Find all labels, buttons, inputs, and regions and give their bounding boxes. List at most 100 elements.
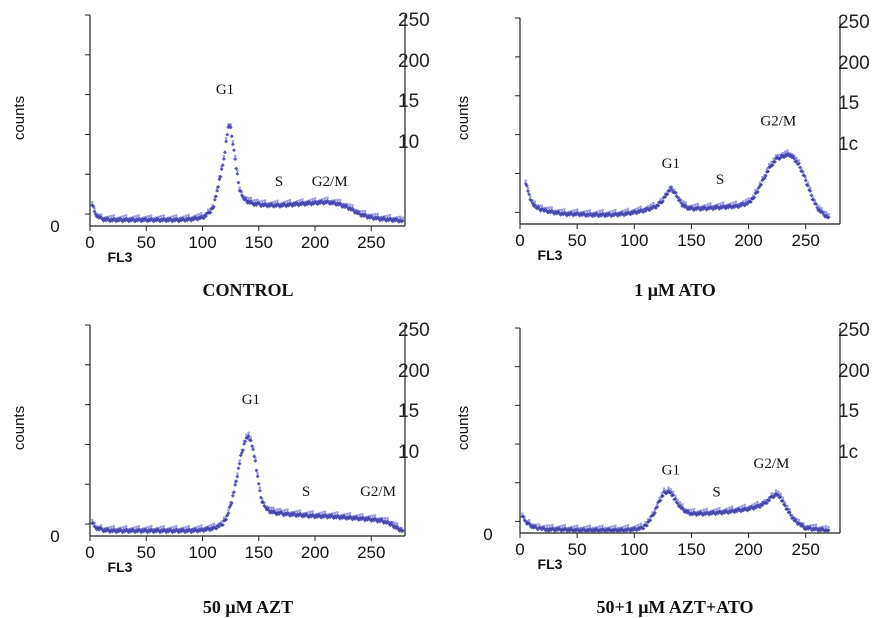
data-point [526,186,530,190]
data-point [152,528,155,531]
data-point [578,211,581,214]
data-point [684,201,687,204]
data-point [797,518,801,522]
data-point [665,489,668,492]
data-point [568,210,571,213]
data-point [245,433,248,437]
data-point [720,509,724,512]
data-point [115,528,118,531]
data-point [296,199,299,203]
data-point [743,503,746,507]
right-scale-label: 15 [398,401,419,422]
data-point [621,209,625,213]
data-point [255,474,260,479]
data-point [395,522,399,525]
data-point [608,526,612,529]
data-point [283,200,287,204]
data-point [234,166,239,171]
data-point [571,525,574,529]
peak-annotation-g2m: G2/M [360,484,396,500]
data-point [201,216,206,221]
data-point [177,217,180,220]
x-axis-label: FL3 [108,249,133,265]
data-point [120,526,123,529]
data-point [162,525,165,528]
data-point [175,525,178,528]
data-point [235,171,240,176]
data-point [759,182,764,187]
data-point [558,209,561,212]
data-point [348,512,352,515]
data-point [649,203,652,206]
data-point [366,213,369,217]
data-point [581,526,584,530]
data-point [288,511,292,514]
data-point [258,200,262,203]
data-point [328,199,332,203]
data-point [526,189,530,194]
data-point [639,205,642,208]
data-point [245,196,248,199]
data-point [819,526,823,529]
x-tick-label: 50 [137,543,156,562]
data-point [530,523,533,526]
data-point [102,527,105,530]
data-point [211,204,214,207]
panel-caption: CONTROL [202,280,293,300]
data-point [105,526,108,530]
data-point [756,500,759,504]
data-point [273,200,277,203]
data-point [381,215,384,219]
data-point [827,526,830,529]
right-scale-label: 200 [398,51,430,72]
data-point [110,214,113,218]
data-point [662,487,666,490]
x-tick-label: 150 [677,231,705,250]
data-point [208,210,213,215]
data-point [100,524,103,527]
data-point [125,525,128,528]
y-zero-label: 0 [50,527,59,546]
data-point [667,486,670,489]
data-point [293,510,297,513]
data-point [232,148,236,153]
data-point [525,519,529,523]
data-point [715,507,719,511]
data-point [790,153,794,156]
data-point [804,525,807,528]
data-point [167,527,170,530]
data-point [586,525,589,528]
data-point [685,508,689,511]
data-point [570,209,574,213]
data-point [140,528,143,531]
data-point [336,198,339,202]
data-point [699,205,702,209]
x-tick-label: 150 [677,540,705,559]
peak-annotation-g2m: G2/M [760,113,796,129]
data-point [296,509,299,513]
data-point [219,167,224,172]
data-point [110,525,113,529]
data-point [303,511,307,515]
data-point [598,209,602,213]
data-point [278,507,282,511]
data-point [603,212,607,215]
peak-annotation-s: S [275,174,283,190]
data-point [147,525,150,529]
data-point [678,501,682,504]
data-point [230,142,235,147]
data-point [560,208,564,212]
data-point [713,508,716,512]
data-point [288,199,292,202]
x-tick-label: 50 [568,231,587,250]
data-point [373,514,377,517]
data-point [243,439,248,444]
data-point [611,209,614,213]
data-point [142,527,145,530]
data-point [222,154,226,158]
data-point [125,214,128,217]
data-point [603,526,607,530]
data-point [351,204,354,207]
data-point [723,508,726,512]
data-point [614,524,617,527]
